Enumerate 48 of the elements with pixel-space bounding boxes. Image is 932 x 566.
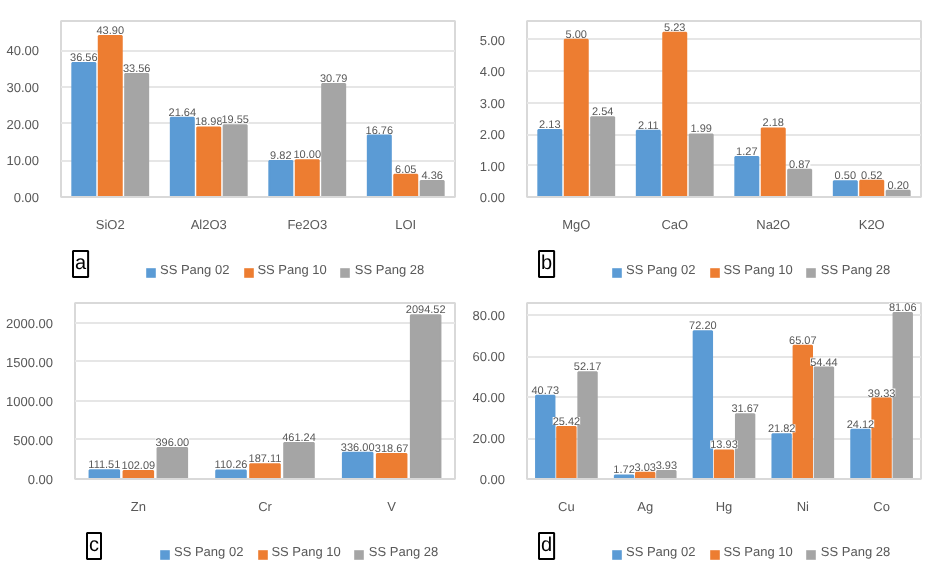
bar — [249, 463, 281, 479]
bar — [341, 451, 374, 479]
bar — [734, 413, 756, 479]
bar — [535, 394, 556, 479]
bar — [283, 441, 315, 479]
bar — [366, 134, 392, 197]
bar — [577, 371, 598, 479]
text: c — [89, 535, 99, 557]
bar — [787, 168, 813, 197]
bar — [71, 61, 97, 197]
bar — [156, 447, 189, 479]
bar — [859, 179, 885, 197]
bar — [375, 453, 408, 479]
bar — [88, 469, 121, 479]
bar — [169, 116, 195, 197]
bar — [409, 314, 442, 479]
bar — [124, 72, 150, 197]
bar — [294, 159, 320, 197]
bar — [635, 129, 661, 197]
bar — [215, 469, 247, 479]
bar — [892, 312, 913, 479]
bar — [268, 159, 294, 197]
bar — [563, 38, 589, 197]
bar — [196, 126, 222, 197]
bar — [734, 156, 760, 197]
bar — [813, 366, 835, 479]
bar — [771, 433, 792, 479]
bar — [713, 449, 735, 479]
bar — [662, 31, 688, 197]
text: b — [541, 253, 553, 275]
text: d — [541, 535, 553, 557]
bar — [419, 180, 445, 197]
bar — [871, 397, 892, 479]
bar — [832, 180, 858, 197]
bar — [850, 428, 871, 479]
bar — [590, 116, 616, 197]
bar — [537, 129, 563, 197]
bar — [556, 425, 577, 479]
bar — [760, 127, 786, 197]
bar — [688, 133, 714, 197]
bar — [321, 83, 347, 197]
bar — [222, 124, 248, 197]
bar — [393, 173, 419, 197]
text: a — [75, 253, 87, 275]
bar — [97, 35, 123, 197]
bar — [656, 469, 677, 479]
bar — [792, 344, 813, 479]
bar — [692, 330, 714, 479]
